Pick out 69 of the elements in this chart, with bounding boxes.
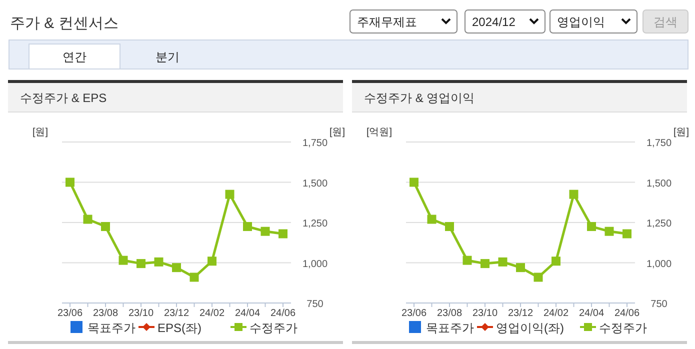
text: 영업이익 xyxy=(557,15,605,29)
x-tick-label: 24/06 xyxy=(270,308,296,319)
x-tick-label: 23/10 xyxy=(128,308,154,319)
x-tick-label: 23/08 xyxy=(436,308,462,319)
text: 분기 xyxy=(156,50,180,64)
point xyxy=(445,222,454,232)
y2-tick-label: 1,250 xyxy=(646,218,672,230)
point xyxy=(410,178,418,187)
x-tick-label: 23/12 xyxy=(164,308,190,319)
y-axis-title: [억원] xyxy=(366,127,392,138)
legend-label: 수정주가 xyxy=(599,321,647,335)
point xyxy=(172,263,181,272)
legend-label: EPS(좌) xyxy=(158,321,202,335)
point xyxy=(278,229,288,238)
chart-title: 수정주가 & EPS xyxy=(20,91,107,105)
legend-label: 수정주가 xyxy=(250,321,298,335)
point xyxy=(427,214,436,224)
legend-label: 영업이익(좌) xyxy=(496,321,564,335)
x-tick-label: 24/02 xyxy=(199,308,225,319)
point xyxy=(243,222,252,232)
point xyxy=(587,222,596,232)
point xyxy=(101,222,110,232)
y2-tick-label: 1,500 xyxy=(302,178,328,190)
chart-title: 수정주가 & 영업이익 xyxy=(364,91,475,105)
x-tick-label: 24/06 xyxy=(614,308,640,319)
point xyxy=(604,226,614,236)
y2-tick-label: 1,000 xyxy=(302,258,328,270)
x-tick-label: 23/10 xyxy=(472,308,498,319)
x-tick-label: 23/06 xyxy=(57,308,83,319)
legend-label: 목표주가 xyxy=(88,321,136,335)
x-tick-label: 24/02 xyxy=(543,308,569,319)
x-tick-label: 23/06 xyxy=(401,308,427,319)
point xyxy=(569,190,578,199)
point xyxy=(66,178,74,187)
text: 주재무제표 xyxy=(357,15,417,29)
point xyxy=(208,256,216,266)
text: 주가 & 컨센서스 xyxy=(10,15,118,32)
y2-axis-title: [원] xyxy=(329,127,346,138)
point xyxy=(83,214,92,224)
y2-tick-label: 1,750 xyxy=(646,138,672,149)
point xyxy=(534,272,543,282)
x-tick-label: 23/08 xyxy=(92,308,118,319)
y2-tick-label: 1,250 xyxy=(302,218,328,230)
point xyxy=(552,256,560,266)
y2-tick-label: 750 xyxy=(306,299,324,310)
point xyxy=(622,229,632,238)
point xyxy=(225,190,234,199)
y2-tick-label: 1,750 xyxy=(302,138,328,149)
text: 연간 xyxy=(62,50,86,64)
y2-tick-label: 750 xyxy=(650,299,668,310)
point xyxy=(516,263,525,272)
text: 2024/12 xyxy=(472,15,516,29)
point xyxy=(498,257,508,266)
legend-label: 목표주가 xyxy=(426,321,474,335)
point xyxy=(462,256,472,265)
x-tick-label: 24/04 xyxy=(234,308,260,319)
point xyxy=(118,256,128,265)
y-axis-title: [원] xyxy=(32,127,48,138)
text: 검색 xyxy=(654,15,678,29)
y2-tick-label: 1,500 xyxy=(646,178,672,190)
x-tick-label: 23/12 xyxy=(508,308,534,319)
x-tick-label: 24/04 xyxy=(578,308,604,319)
point xyxy=(154,257,164,266)
point xyxy=(136,259,146,268)
point xyxy=(190,272,199,282)
y2-axis-title: [원] xyxy=(673,127,690,138)
point xyxy=(260,226,270,236)
point xyxy=(480,259,490,268)
y2-tick-label: 1,000 xyxy=(646,258,672,270)
